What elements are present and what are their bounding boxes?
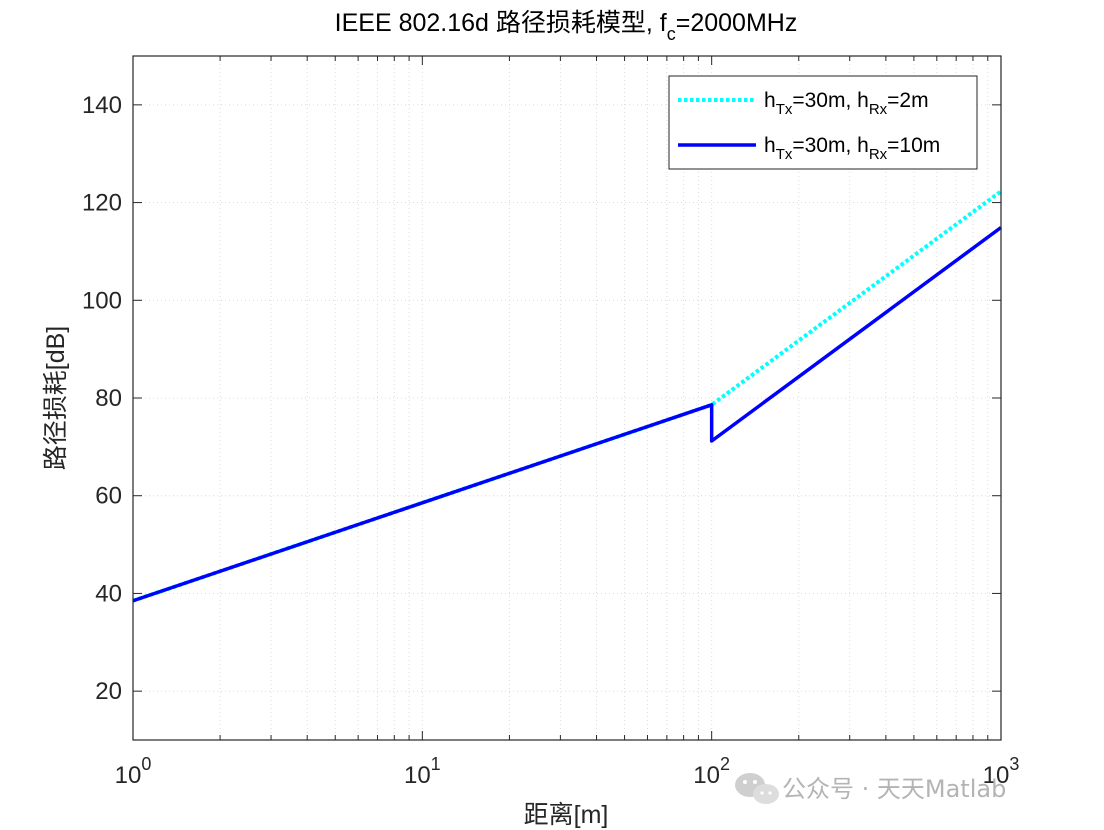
watermark: 公众号 · 天天Matlab	[735, 773, 1006, 804]
tick-marks	[132, 56, 1002, 740]
x-tick-label: 102	[693, 754, 730, 789]
x-tick-label: 103	[983, 754, 1020, 789]
y-tick-labels: 20 40 60 80 100 120 140	[82, 92, 122, 705]
grid-lines	[132, 56, 1002, 740]
legend-box	[668, 75, 978, 170]
y-tick-label: 140	[82, 92, 122, 119]
legend: hTx=30m, hRx=2m hTx=30m, hRx=10m	[668, 75, 978, 170]
x-tick-label: 100	[115, 754, 152, 789]
y-tick-label: 20	[95, 678, 122, 705]
x-tick-label: 101	[404, 754, 441, 789]
series-group	[132, 189, 1003, 603]
legend-label-series-2: hTx=30m, hRx=10m	[764, 134, 940, 163]
chart-title: IEEE 802.16d 路径损耗模型, fc=2000MHz	[335, 9, 798, 44]
series-line-2	[132, 226, 1003, 603]
y-tick-label: 120	[82, 190, 122, 217]
wechat-icon	[735, 773, 779, 804]
y-tick-label: 60	[95, 483, 122, 510]
watermark-text: 公众号 · 天天Matlab	[782, 775, 1006, 803]
y-tick-label: 80	[95, 385, 122, 412]
legend-label-series-1: hTx=30m, hRx=2m	[764, 89, 929, 118]
x-axis-label: 距离[m]	[524, 801, 609, 829]
y-tick-label: 100	[82, 287, 122, 314]
y-tick-label: 40	[95, 580, 122, 607]
y-axis-label: 路径损耗[dB]	[42, 326, 70, 470]
x-tick-labels: 100 101 102 103	[115, 754, 1020, 789]
